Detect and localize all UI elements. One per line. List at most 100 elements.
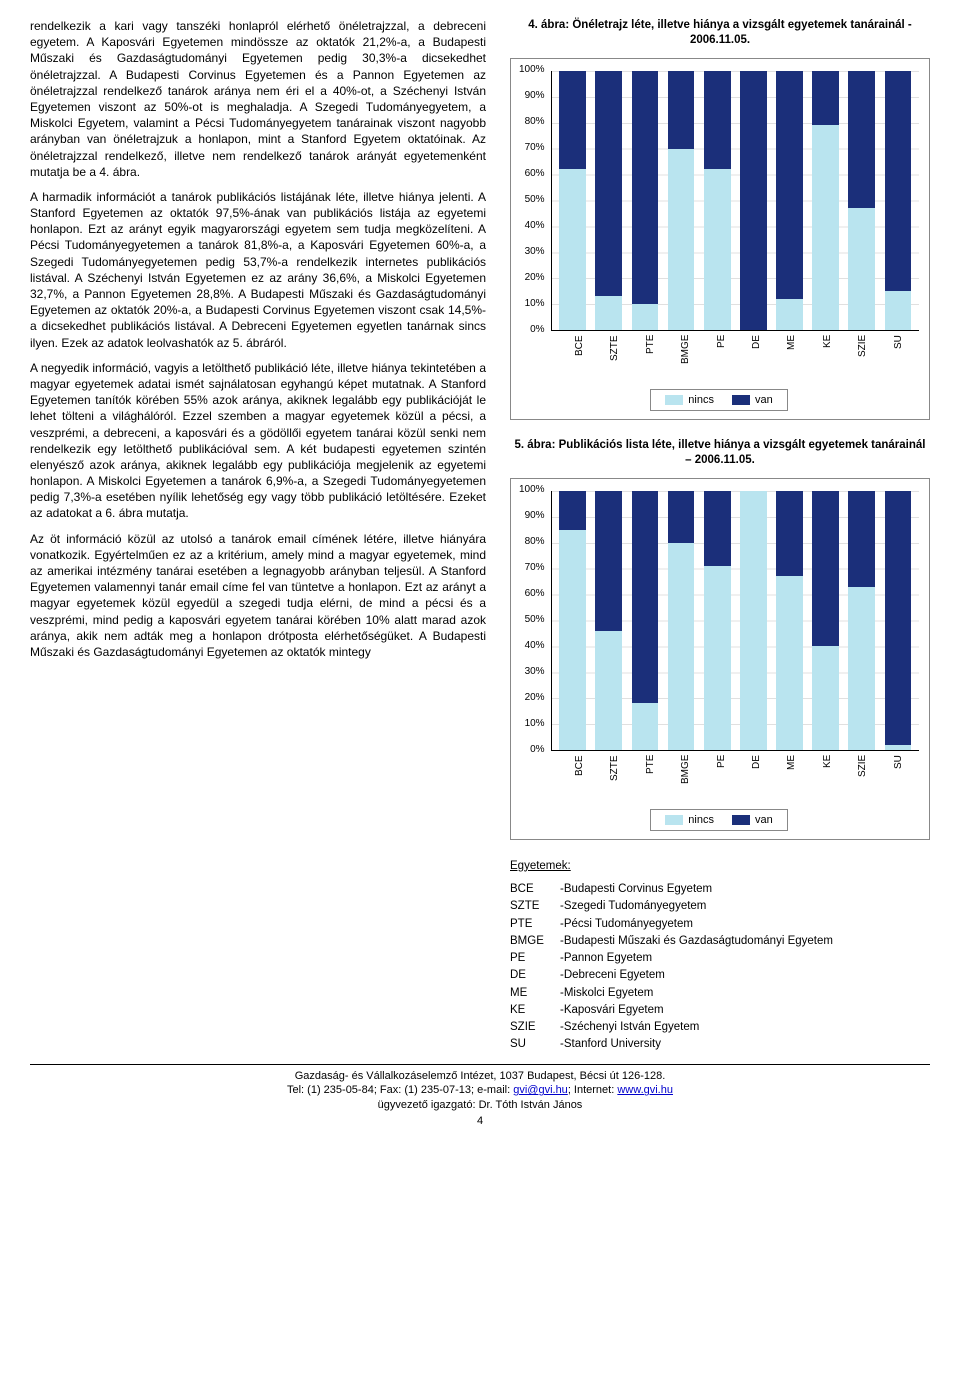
page-footer: Gazdaság- és Vállalkozáselemző Intézet, …: [30, 1064, 930, 1114]
chart4-legend: nincs van: [650, 389, 787, 411]
bar-SZTE: [592, 491, 626, 750]
university-abbr: BMGE: [510, 933, 560, 950]
chart4-title: 4. ábra: Önéletrajz léte, illetve hiánya…: [510, 18, 930, 48]
chart5-plot: [551, 491, 919, 751]
bar-DE: [736, 71, 770, 330]
page-number: 4: [30, 1115, 930, 1127]
body-text-column: rendelkezik a kari vagy tanszéki honlapr…: [30, 18, 486, 1054]
x-label-PTE: PTE: [634, 335, 667, 379]
x-label-DE: DE: [740, 755, 773, 799]
university-row: BMGE-Budapesti Műszaki és Gazdaságtudomá…: [510, 933, 930, 950]
university-row: KE-Kaposvári Egyetem: [510, 1002, 930, 1019]
x-label-PE: PE: [705, 755, 738, 799]
bar-BCE: [556, 491, 590, 750]
university-list-title: Egyetemek:: [510, 858, 930, 875]
legend-van: van: [732, 814, 773, 826]
x-label-PE: PE: [705, 335, 738, 379]
university-name: -Pannon Egyetem: [560, 950, 652, 967]
bar-DE: [736, 491, 770, 750]
x-label-SZTE: SZTE: [598, 335, 631, 379]
x-label-SU: SU: [882, 755, 915, 799]
legend-nincs: nincs: [665, 814, 714, 826]
university-abbr: DE: [510, 967, 560, 984]
university-row: ME-Miskolci Egyetem: [510, 985, 930, 1002]
university-abbr: KE: [510, 1002, 560, 1019]
university-abbr: PE: [510, 950, 560, 967]
university-row: SZTE-Szegedi Tudományegyetem: [510, 898, 930, 915]
bar-KE: [809, 71, 843, 330]
x-label-PTE: PTE: [634, 755, 667, 799]
university-name: -Kaposvári Egyetem: [560, 1002, 664, 1019]
bar-PE: [700, 491, 734, 750]
chart4-box: 100%90%80%70%60%50%40%30%20%10%0% BCESZT…: [510, 58, 930, 420]
charts-column: 4. ábra: Önéletrajz léte, illetve hiánya…: [510, 18, 930, 1054]
x-label-ME: ME: [775, 755, 808, 799]
university-row: DE-Debreceni Egyetem: [510, 967, 930, 984]
university-name: -Szegedi Tudományegyetem: [560, 898, 706, 915]
university-abbr: SZIE: [510, 1019, 560, 1036]
bar-KE: [809, 491, 843, 750]
university-row: PTE-Pécsi Tudományegyetem: [510, 916, 930, 933]
x-label-KE: KE: [811, 335, 844, 379]
bar-SU: [881, 71, 915, 330]
chart4-x-axis: BCESZTEPTEBMGEPEDEMEKESZIESU: [559, 335, 919, 379]
university-row: BCE-Budapesti Corvinus Egyetem: [510, 881, 930, 898]
bar-SZIE: [845, 71, 879, 330]
chart5-title: 5. ábra: Publikációs lista léte, illetve…: [510, 438, 930, 468]
bar-SU: [881, 491, 915, 750]
bar-PTE: [628, 491, 662, 750]
footer-line3: ügyvezető igazgató: Dr. Tóth István Jáno…: [30, 1098, 930, 1113]
university-row: SZIE-Széchenyi István Egyetem: [510, 1019, 930, 1036]
bar-SZTE: [592, 71, 626, 330]
university-row: SU-Stanford University: [510, 1036, 930, 1053]
bar-PE: [700, 71, 734, 330]
university-abbr: BCE: [510, 881, 560, 898]
university-name: -Budapesti Corvinus Egyetem: [560, 881, 712, 898]
paragraph-4: Az öt információ közül az utolsó a tanár…: [30, 531, 486, 661]
paragraph-2: A harmadik információt a tanárok publiká…: [30, 189, 486, 351]
bar-BMGE: [664, 71, 698, 330]
university-abbr: PTE: [510, 916, 560, 933]
university-abbr: SZTE: [510, 898, 560, 915]
footer-url-link[interactable]: www.gvi.hu: [617, 1084, 673, 1096]
university-list: Egyetemek: BCE-Budapesti Corvinus Egyete…: [510, 858, 930, 1054]
bar-SZIE: [845, 491, 879, 750]
x-label-BCE: BCE: [563, 335, 596, 379]
bar-ME: [772, 491, 806, 750]
legend-nincs: nincs: [665, 394, 714, 406]
paragraph-3: A negyedik információ, vagyis a letölthe…: [30, 360, 486, 522]
chart5-x-axis: BCESZTEPTEBMGEPEDEMEKESZIESU: [559, 755, 919, 799]
footer-line1: Gazdaság- és Vállalkozáselemző Intézet, …: [30, 1069, 930, 1084]
university-name: -Miskolci Egyetem: [560, 985, 653, 1002]
x-label-BCE: BCE: [563, 755, 596, 799]
x-label-SZTE: SZTE: [598, 755, 631, 799]
chart5-legend: nincs van: [650, 809, 787, 831]
x-label-BMGE: BMGE: [669, 755, 702, 799]
paragraph-1: rendelkezik a kari vagy tanszéki honlapr…: [30, 18, 486, 180]
footer-line2: Tel: (1) 235-05-84; Fax: (1) 235-07-13; …: [30, 1083, 930, 1098]
x-label-DE: DE: [740, 335, 773, 379]
chart4-y-axis: 100%90%80%70%60%50%40%30%20%10%0%: [519, 71, 551, 331]
legend-van: van: [732, 394, 773, 406]
bar-PTE: [628, 71, 662, 330]
x-label-SZIE: SZIE: [846, 755, 879, 799]
chart5-y-axis: 100%90%80%70%60%50%40%30%20%10%0%: [519, 491, 551, 751]
bar-BCE: [556, 71, 590, 330]
chart5-box: 100%90%80%70%60%50%40%30%20%10%0% BCESZT…: [510, 478, 930, 840]
university-name: -Széchenyi István Egyetem: [560, 1019, 699, 1036]
university-name: -Pécsi Tudományegyetem: [560, 916, 693, 933]
university-name: -Stanford University: [560, 1036, 661, 1053]
x-label-BMGE: BMGE: [669, 335, 702, 379]
university-row: PE-Pannon Egyetem: [510, 950, 930, 967]
university-name: -Debreceni Egyetem: [560, 967, 665, 984]
university-abbr: ME: [510, 985, 560, 1002]
x-label-ME: ME: [775, 335, 808, 379]
university-abbr: SU: [510, 1036, 560, 1053]
bar-ME: [772, 71, 806, 330]
university-name: -Budapesti Műszaki és Gazdaságtudományi …: [560, 933, 833, 950]
footer-email-link[interactable]: gvi@gvi.hu: [513, 1084, 568, 1096]
x-label-KE: KE: [811, 755, 844, 799]
x-label-SU: SU: [882, 335, 915, 379]
bar-BMGE: [664, 491, 698, 750]
chart4-plot: [551, 71, 919, 331]
